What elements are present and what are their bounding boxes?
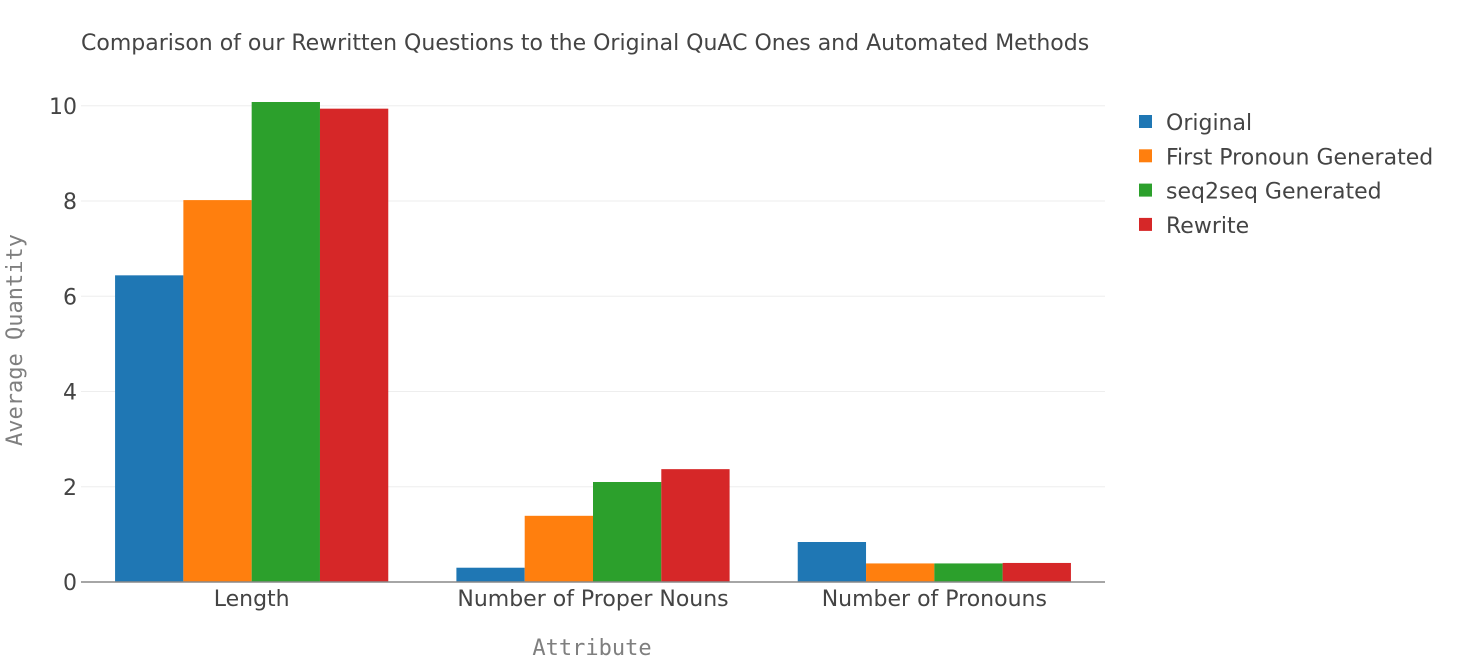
bar-original-1 bbox=[456, 567, 525, 582]
bar-rewrite-1 bbox=[661, 469, 730, 582]
legend-swatch bbox=[1139, 183, 1152, 197]
bar-seq2seq-generated-2 bbox=[934, 563, 1003, 582]
y-tick-label: 4 bbox=[63, 381, 77, 406]
bars bbox=[115, 102, 1071, 583]
x-axis-ticks: Length Number of Proper Nouns Number of Pr… bbox=[214, 587, 1047, 612]
legend-swatch bbox=[1139, 149, 1152, 163]
legend-swatch bbox=[1139, 217, 1152, 231]
y-tick-label: 2 bbox=[63, 476, 77, 501]
y-tick-label: 0 bbox=[63, 571, 77, 596]
x-tick-label: Length bbox=[214, 587, 290, 612]
y-tick-label: 6 bbox=[63, 285, 77, 310]
chart-title: Comparison of our Rewritten Questions to… bbox=[81, 31, 1089, 56]
bar-rewrite-2 bbox=[1002, 562, 1071, 582]
bar-first-pronoun-generated-2 bbox=[866, 563, 935, 582]
legend-swatch bbox=[1139, 115, 1152, 128]
legend-label: seq2seq Generated bbox=[1166, 180, 1382, 205]
x-tick-label: Number of Proper Nouns bbox=[457, 587, 728, 612]
bar-rewrite-0 bbox=[319, 108, 389, 583]
legend-label: First Pronoun Generated bbox=[1166, 145, 1433, 170]
x-tick-label: Number of Pronouns bbox=[822, 587, 1047, 612]
y-tick-label: 8 bbox=[63, 190, 77, 215]
y-tick-label: 10 bbox=[49, 95, 77, 120]
bar-original-2 bbox=[797, 542, 867, 582]
bar-seq2seq-generated-0 bbox=[251, 102, 320, 582]
x-axis-title: Attribute bbox=[532, 636, 651, 661]
y-axis-ticks: 0 2 4 6 8 10 bbox=[49, 95, 77, 596]
bar-first-pronoun-generated-1 bbox=[524, 515, 593, 582]
bar-seq2seq-generated-1 bbox=[593, 482, 662, 582]
legend: Original First Pronoun Generated seq2seq G… bbox=[1139, 111, 1433, 239]
bar-original-0 bbox=[115, 275, 184, 582]
legend-label: Original bbox=[1166, 111, 1252, 136]
bar-first-pronoun-generated-0 bbox=[183, 200, 252, 582]
legend-label: Rewrite bbox=[1166, 214, 1249, 239]
y-axis-title: Average Quantity bbox=[3, 234, 28, 446]
